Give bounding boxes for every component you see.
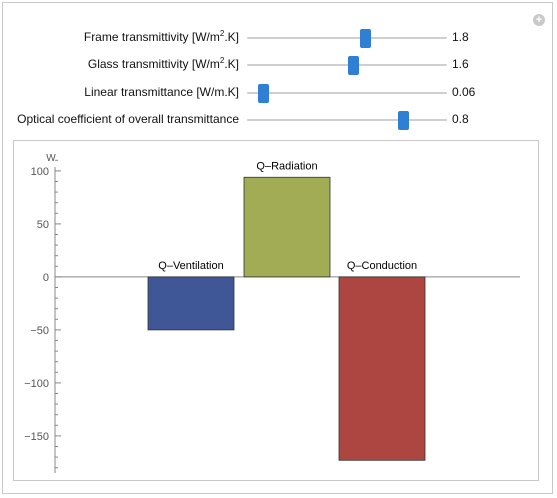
control-label-optical: Optical coefficient of overall transmitt… — [17, 112, 239, 126]
slider-thumb-frame[interactable] — [359, 29, 371, 48]
bar-label-1: Q–Radiation — [256, 160, 317, 172]
bar-2 — [338, 276, 426, 461]
control-value-linear: 0.06 — [452, 85, 476, 99]
chart-panel: W 100 50 0 −50 −100 −150 Q–Ventilation Q–Radiati… — [13, 140, 539, 481]
control-label-frame: Frame transmittivity [W/m2.K] — [83, 29, 239, 45]
control-row-linear: Linear transmittance [W/m.K] 0.06 — [0, 83, 557, 103]
slider-track-optical[interactable] — [247, 111, 447, 130]
y-tick-label: −100 — [24, 378, 49, 390]
slider-track-glass[interactable] — [247, 56, 447, 75]
control-label-suffix: .K] — [224, 57, 239, 71]
control-row-optical: Optical coefficient of overall transmitt… — [0, 110, 557, 130]
bar-label-2: Q–Conduction — [347, 260, 417, 272]
control-label-suffix: .K] — [224, 30, 239, 44]
control-label-text: Frame transmittivity [W/m — [83, 30, 220, 44]
control-value-frame: 1.8 — [452, 30, 469, 44]
plus-icon[interactable]: + — [533, 14, 545, 26]
control-value-glass: 1.6 — [452, 57, 469, 71]
bar-label-0: Q–Ventilation — [158, 260, 223, 272]
control-label-sup: 2 — [219, 56, 225, 65]
control-row-glass: Glass transmittivity [W/m2.K] 1.6 — [0, 55, 557, 75]
control-value-optical: 0.8 — [452, 112, 469, 126]
control-label-text: Linear transmittance [W/m.K] — [84, 85, 239, 99]
control-label-linear: Linear transmittance [W/m.K] — [84, 85, 239, 99]
control-label-text: Glass transmittivity [W/m — [87, 57, 220, 71]
y-tick-label: −50 — [30, 325, 49, 337]
bar-1 — [243, 176, 331, 278]
y-tick-label: −150 — [24, 431, 49, 443]
slider-track-linear[interactable] — [247, 84, 447, 103]
slider-thumb-glass[interactable] — [347, 56, 359, 75]
slider-thumb-linear[interactable] — [257, 84, 269, 103]
bar-chart: W 100 50 0 −50 −100 −150 Q–Ventilation Q–Radiati… — [24, 153, 520, 473]
y-tick-label: 100 — [31, 166, 49, 178]
y-tick-label: 50 — [37, 219, 49, 231]
control-label-sup: 2 — [219, 29, 225, 38]
control-label-glass: Glass transmittivity [W/m2.K] — [87, 56, 239, 72]
control-label-text: Optical coefficient of overall transmitt… — [17, 112, 239, 126]
control-row-frame: Frame transmittivity [W/m2.K] 1.8 — [0, 28, 557, 48]
bar-0 — [147, 276, 235, 331]
y-tick-label: 0 — [43, 272, 49, 284]
slider-thumb-optical[interactable] — [397, 111, 409, 130]
slider-track-frame[interactable] — [247, 29, 447, 48]
y-axis-unit: W — [46, 153, 56, 164]
